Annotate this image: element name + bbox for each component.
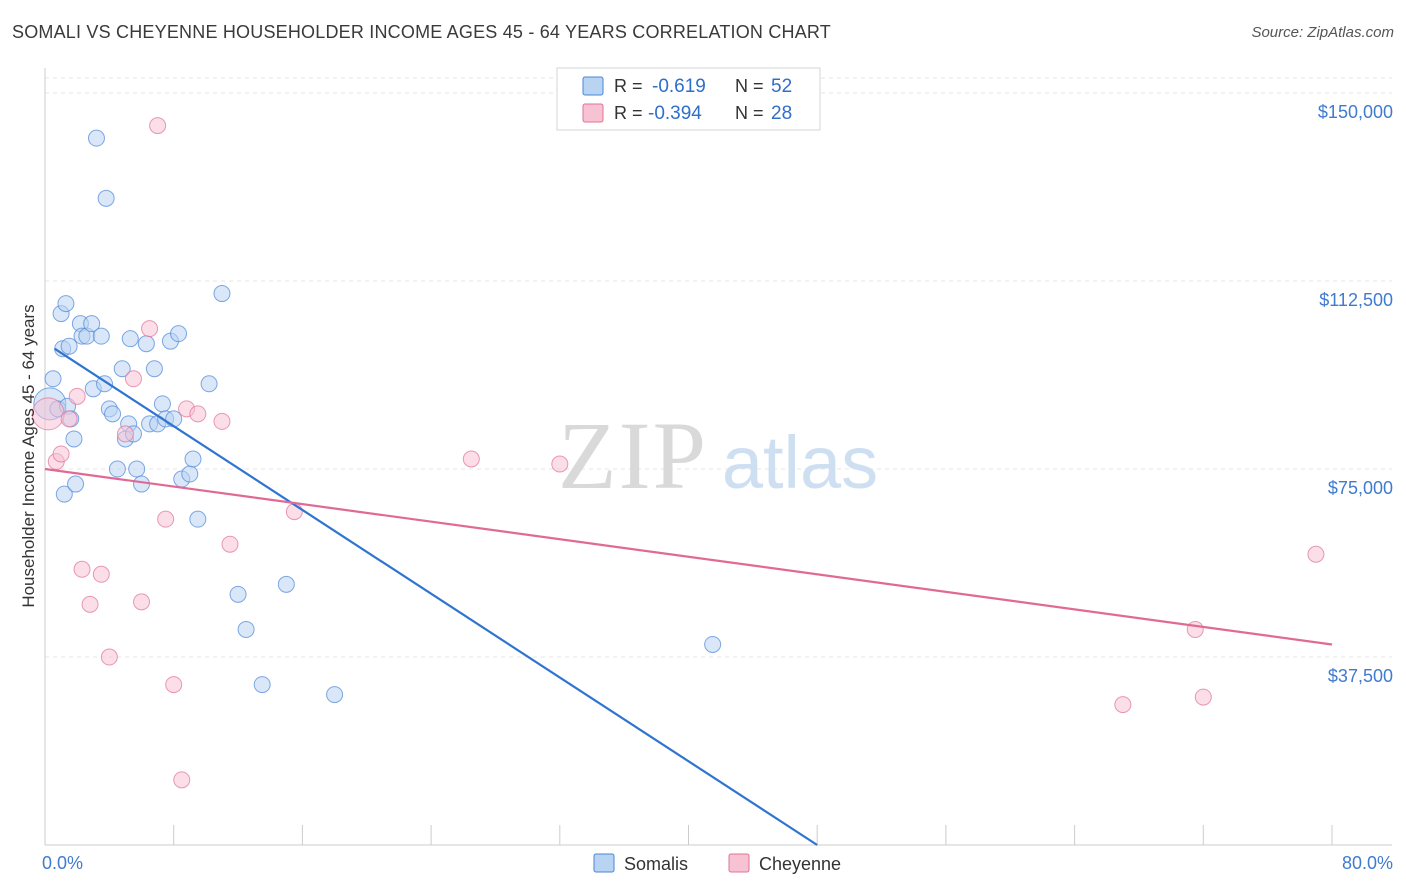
data-point-cheyenne	[60, 410, 78, 428]
data-point-somalis	[229, 585, 247, 603]
data-point-cheyenne	[221, 535, 239, 553]
data-point-cheyenne	[173, 771, 191, 789]
data-point-somalis	[87, 129, 105, 147]
y-axis-label: Householder Income Ages 45 - 64 years	[19, 304, 38, 607]
data-point-cheyenne	[1307, 545, 1325, 563]
data-point-cheyenne	[285, 503, 303, 521]
legend-swatch-somalis	[582, 76, 604, 96]
x-tick-label: 80.0%	[1342, 853, 1393, 873]
data-point-cheyenne	[68, 387, 86, 405]
data-point-somalis	[704, 635, 722, 653]
data-point-somalis	[55, 485, 73, 503]
legend-n-value-2: 28	[771, 103, 792, 124]
data-point-cheyenne	[116, 425, 134, 443]
y-tick-label: $112,500	[1319, 290, 1393, 310]
data-point-somalis	[200, 375, 218, 393]
data-point-somalis	[137, 335, 155, 353]
y-tick-label: $75,000	[1328, 478, 1393, 498]
data-point-cheyenne	[81, 595, 99, 613]
y-tick-label: $37,500	[1328, 666, 1393, 686]
data-point-somalis	[277, 575, 295, 593]
trend-line-somalis	[54, 347, 818, 846]
chart-title: SOMALI VS CHEYENNE HOUSEHOLDER INCOME AG…	[12, 22, 831, 42]
data-point-somalis	[97, 189, 115, 207]
legend: R = -0.619 N = 52 R = -0.394 N = 28	[556, 67, 821, 131]
x-tick-label: 0.0%	[42, 853, 83, 873]
data-point-somalis	[92, 327, 110, 345]
legend-r-label-2: R =	[614, 103, 643, 123]
data-point-cheyenne	[213, 412, 231, 430]
data-point-somalis	[128, 460, 146, 478]
data-point-somalis	[133, 475, 151, 493]
data-point-somalis	[213, 285, 231, 303]
data-point-cheyenne	[52, 445, 70, 463]
trend-lines	[44, 347, 1333, 846]
data-point-somalis	[60, 337, 78, 355]
data-point-cheyenne	[141, 320, 159, 338]
data-point-somalis	[65, 430, 83, 448]
data-point-somalis	[181, 465, 199, 483]
axes: $37,500 $75,000 $112,500 $150,000 0.0% 80.0%	[42, 68, 1393, 873]
data-point-somalis	[83, 315, 101, 333]
y-tick-label: $150,000	[1318, 102, 1393, 122]
legend-r-label-1: R =	[614, 76, 643, 96]
chart-source: Source: ZipAtlas.com	[1251, 24, 1394, 41]
data-point-cheyenne	[149, 117, 167, 135]
grid-lines	[45, 77, 1392, 658]
data-point-somalis	[326, 686, 344, 704]
data-point-somalis	[145, 360, 163, 378]
legend-n-label-1: N =	[735, 76, 764, 96]
data-point-cheyenne	[1114, 696, 1132, 714]
data-point-cheyenne	[100, 648, 118, 666]
data-point-cheyenne	[92, 565, 110, 583]
data-point-cheyenne	[124, 370, 142, 388]
data-point-somalis	[104, 405, 122, 423]
trend-line-cheyenne	[44, 467, 1333, 646]
data-point-somalis	[121, 330, 139, 348]
data-point-cheyenne	[133, 593, 151, 611]
bottom-legend-swatch-cheyenne	[728, 853, 750, 873]
data-point-somalis	[184, 450, 202, 468]
watermark-atlas: atlas	[722, 421, 878, 504]
legend-n-label-2: N =	[735, 103, 764, 123]
legend-n-value-1: 52	[771, 76, 792, 97]
data-point-somalis	[165, 410, 183, 428]
data-point-somalis	[113, 360, 131, 378]
data-point-somalis	[189, 510, 207, 528]
data-point-cheyenne	[462, 450, 480, 468]
data-point-cheyenne	[73, 560, 91, 578]
data-point-somalis	[67, 475, 85, 493]
legend-swatch-cheyenne	[582, 103, 604, 123]
data-point-somalis	[44, 370, 62, 388]
data-point-cheyenne	[165, 676, 183, 694]
data-point-cheyenne	[1194, 688, 1212, 706]
data-point-cheyenne	[157, 510, 175, 528]
bottom-legend-label-cheyenne: Cheyenne	[759, 854, 841, 874]
legend-r-value-2: -0.394	[648, 103, 702, 124]
bottom-legend-label-somalis: Somalis	[624, 854, 688, 874]
watermark-zip: ZIP	[558, 402, 708, 509]
data-point-somalis	[108, 460, 126, 478]
data-point-somalis	[57, 295, 75, 313]
data-point-somalis	[253, 676, 271, 694]
bottom-legend: Somalis Cheyenne	[593, 853, 841, 874]
data-point-somalis	[170, 325, 188, 343]
watermark: ZIP atlas	[558, 402, 878, 509]
legend-r-value-1: -0.619	[652, 76, 706, 97]
data-point-cheyenne	[551, 455, 569, 473]
data-point-somalis	[237, 620, 255, 638]
bottom-legend-swatch-somalis	[593, 853, 615, 873]
data-point-somalis	[153, 395, 171, 413]
data-point-cheyenne	[189, 405, 207, 423]
data-point-cheyenne	[1186, 620, 1204, 638]
